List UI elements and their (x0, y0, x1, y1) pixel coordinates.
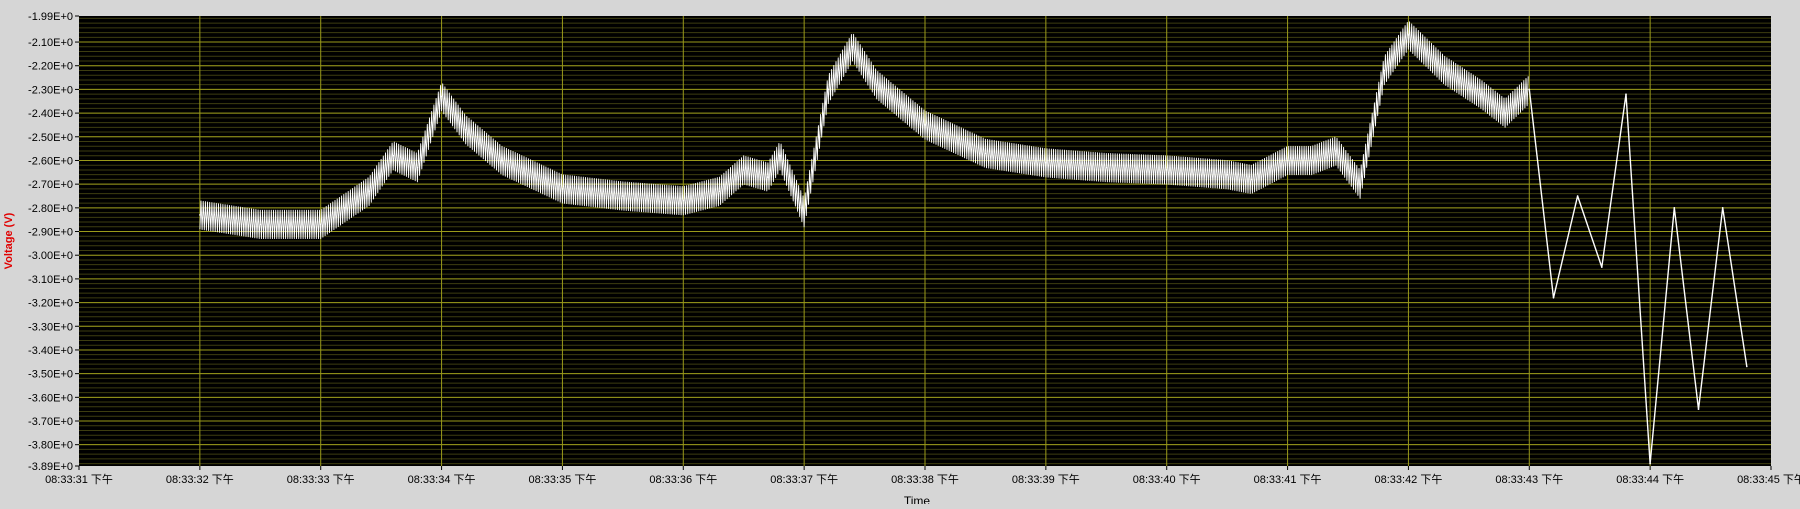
x-tick-label: 08:33:39 下午 (1012, 473, 1080, 486)
data-point (924, 124, 926, 126)
y-axis-label: Voltage (V) (3, 212, 15, 269)
y-tick-label: -2.90E+0 (28, 227, 73, 239)
data-point (561, 188, 564, 190)
data-point (1552, 297, 1555, 299)
series-line-1 (1528, 89, 1748, 465)
x-tick-label: 08:33:34 下午 (408, 473, 476, 486)
y-tick-label: -3.80E+0 (28, 440, 73, 452)
x-tick-label: 08:33:42 下午 (1374, 473, 1442, 486)
x-tick-label: 08:33:40 下午 (1133, 473, 1201, 486)
y-tick-label: -3.60E+0 (28, 392, 73, 404)
data-point (259, 223, 262, 226)
y-tick-label: -3.70E+0 (28, 416, 73, 428)
data-point (779, 154, 781, 157)
y-tick-label: -3.40E+0 (28, 345, 73, 357)
x-tick-label: 08:33:44 下午 (1616, 473, 1684, 486)
data-point (344, 207, 346, 209)
data-point (1528, 88, 1531, 91)
y-axis-ticks: -1.99E+0 -2.10E+0 -2.20E+0 -2.30E+0 -2.40E+0… (28, 11, 79, 473)
x-tick-label: 08:33:32 下午 (166, 473, 234, 486)
data-point (1310, 159, 1313, 162)
data-point (1359, 183, 1361, 185)
data-point (827, 88, 830, 91)
data-point (1407, 34, 1410, 36)
data-point (1045, 162, 1047, 164)
data-point (1601, 266, 1603, 268)
y-tick-label: -1.99E+0 (28, 11, 73, 23)
x-axis-label: Time (904, 494, 931, 504)
y-tick-label: -2.70E+0 (28, 179, 73, 191)
data-point (718, 190, 721, 193)
data-point (368, 190, 370, 193)
data-point (392, 154, 395, 157)
data-point (1165, 169, 1168, 171)
x-tick-label: 08:33:43 下午 (1495, 473, 1563, 486)
data-point (803, 211, 805, 214)
data-point (622, 195, 624, 197)
y-tick-label: -2.30E+0 (28, 84, 73, 96)
data-point (319, 223, 322, 226)
data-point (1250, 178, 1253, 181)
x-tick-label: 08:33:36 下午 (649, 473, 717, 486)
data-point (767, 176, 769, 178)
y-tick-label: -2.20E+0 (28, 61, 73, 73)
x-axis-ticks: 08:33:31 下午 08:33:32 下午 08:33:33 下午 08:33:3… (45, 466, 1800, 486)
data-point (742, 169, 745, 171)
data-point (464, 128, 467, 131)
y-tick-label: -3.30E+0 (28, 321, 73, 333)
y-tick-label: -2.80E+0 (28, 203, 73, 215)
data-point (851, 46, 854, 48)
data-point (1443, 69, 1446, 72)
y-tick-label: -3.00E+0 (28, 250, 73, 262)
data-point (1673, 207, 1676, 209)
data-point (1697, 408, 1700, 411)
data-point (416, 166, 419, 169)
data-point (682, 199, 685, 202)
y-tick-label: -3.10E+0 (28, 274, 73, 286)
x-tick-label: 08:33:38 下午 (891, 473, 959, 486)
data-point (1105, 166, 1108, 169)
data-point (1721, 207, 1724, 209)
trace-layer (199, 21, 1748, 465)
data-point (1576, 195, 1579, 197)
data-point (440, 95, 443, 98)
x-tick-label: 08:33:45 下午 (1737, 473, 1800, 486)
x-tick-label: 08:33:33 下午 (287, 473, 355, 486)
data-point (1480, 93, 1482, 95)
data-point (199, 214, 201, 216)
y-tick-label: -2.50E+0 (28, 132, 73, 144)
data-point (1286, 159, 1289, 162)
data-point (501, 159, 503, 162)
data-point (1649, 462, 1651, 465)
x-tick-label: 08:33:35 下午 (528, 473, 596, 486)
x-tick-label: 08:33:31 下午 (45, 473, 113, 486)
data-point (1504, 112, 1506, 114)
y-tick-label: -3.50E+0 (28, 369, 73, 381)
x-tick-label: 08:33:37 下午 (770, 473, 838, 486)
y-tick-label: -2.60E+0 (28, 155, 73, 167)
data-point (1226, 173, 1228, 176)
y-tick-label: -3.20E+0 (28, 298, 73, 310)
data-point (1383, 69, 1386, 72)
data-point (984, 152, 987, 155)
series-line-0 (199, 21, 1529, 240)
x-tick-label: 08:33:41 下午 (1254, 473, 1322, 486)
data-point (875, 83, 878, 86)
y-tick-label: -2.40E+0 (28, 108, 73, 120)
data-point (1335, 150, 1337, 152)
y-tick-label: -3.89E+0 (28, 461, 73, 473)
data-point (1625, 93, 1627, 95)
data-point (1746, 365, 1748, 368)
y-tick-label: -2.10E+0 (28, 37, 73, 49)
major-gridlines (79, 16, 1771, 466)
